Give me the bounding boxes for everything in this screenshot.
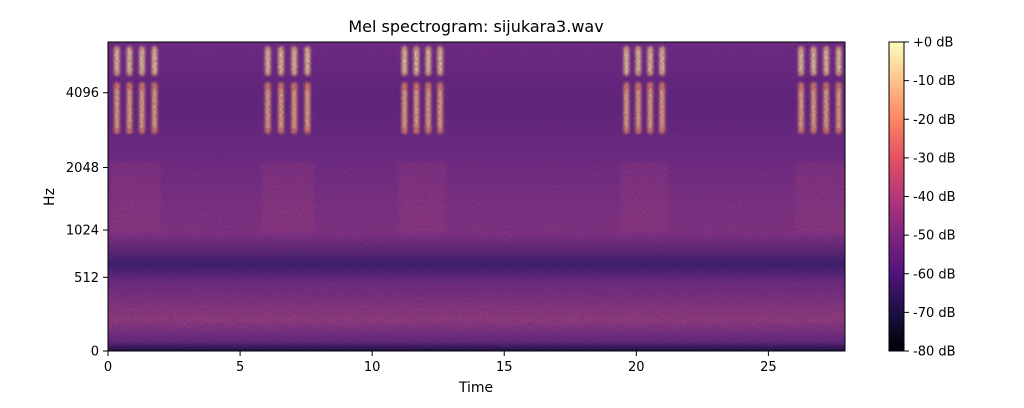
colorbar-tick-label: +0 dB [913,36,953,51]
y-tick-label: 0 [91,345,99,360]
x-axis-label: Time [458,380,493,396]
colorbar-tick-label: -80 dB [913,345,956,360]
colorbar-tick-label: -60 dB [913,267,956,282]
colorbar-tick-label: -50 dB [913,229,956,244]
plot-frame [107,41,846,352]
y-tick-label: 4096 [66,86,99,101]
y-tick-label: 2048 [66,161,99,176]
y-axis: 0 512 1024 2048 4096 [66,86,108,360]
y-tick-label: 1024 [66,224,99,239]
y-axis-label: Hz [42,188,58,206]
colorbar-ticks: +0 dB -10 dB -20 dB -30 dB -40 dB -50 dB -60 d… [904,36,956,360]
colorbar-tick-label: -40 dB [913,190,956,205]
spectrogram-noise-texture [108,42,845,351]
spectrogram-plot-area [107,41,846,352]
colorbar-tick-label: -70 dB [913,306,956,321]
x-tick-label: 0 [104,360,112,375]
x-tick-label: 15 [496,360,513,375]
x-tick-label: 25 [760,360,777,375]
x-axis: 0 5 10 15 20 25 [104,351,777,375]
x-tick-label: 5 [236,360,244,375]
colorbar-gradient [888,41,905,352]
colorbar-tick-label: -30 dB [913,151,956,166]
chart-title: Mel spectrogram: sijukara3.wav [348,17,603,36]
y-tick-label: 512 [74,271,99,286]
colorbar-tick-label: -10 dB [913,74,956,89]
colorbar: +0 dB -10 dB -20 dB -30 dB -40 dB -50 dB -60 d… [888,36,956,360]
x-tick-label: 10 [364,360,381,375]
x-tick-label: 20 [628,360,645,375]
colorbar-tick-label: -20 dB [913,113,956,128]
